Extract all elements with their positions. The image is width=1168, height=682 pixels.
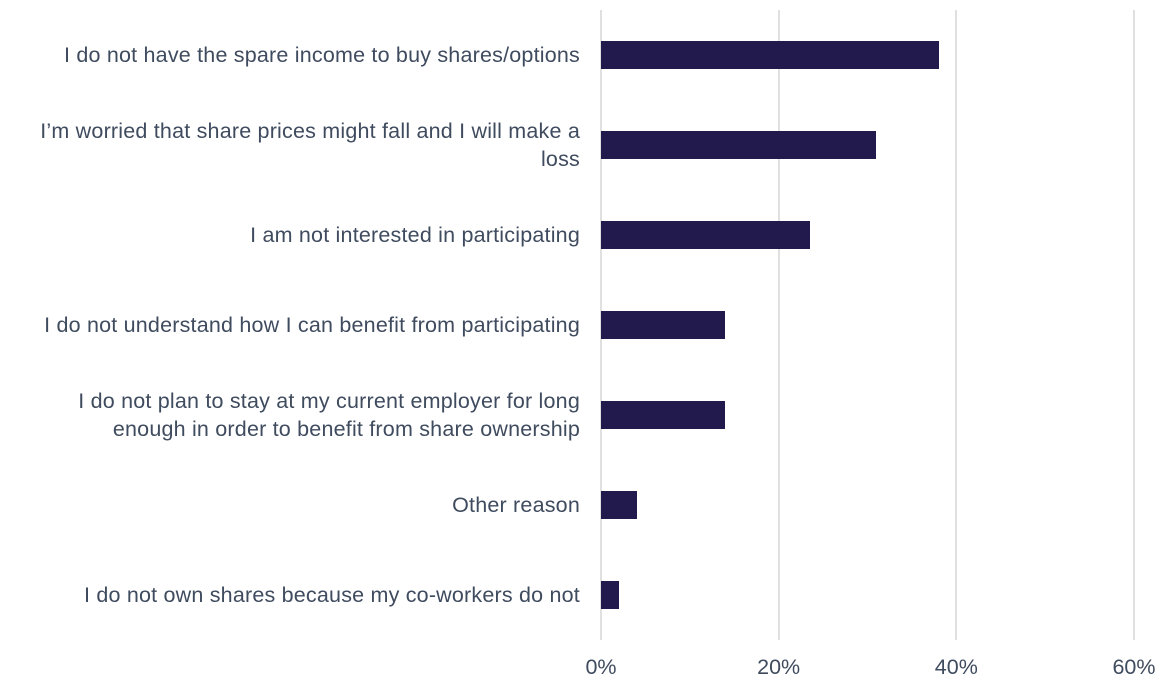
grid-line xyxy=(777,10,780,640)
grid-line xyxy=(1133,10,1135,640)
y-tick-label: I am not interested in participating xyxy=(250,223,580,247)
bar xyxy=(601,311,726,339)
bar xyxy=(601,131,877,159)
bar xyxy=(601,491,637,519)
y-tick-label: I do not own shares because my co-worker… xyxy=(84,583,580,607)
bar xyxy=(601,581,619,609)
bar xyxy=(601,401,726,429)
y-tick-label: Other reason xyxy=(452,493,580,517)
x-tick-label: 40% xyxy=(934,655,978,679)
bar xyxy=(601,221,810,249)
y-tick-label: I do not understand how I can benefit fr… xyxy=(44,313,580,337)
y-tick-label: I do not have the spare income to buy sh… xyxy=(64,43,580,67)
grid-line xyxy=(955,10,958,640)
y-tick-label: I do not plan to stay at my current empl… xyxy=(78,389,580,441)
x-tick-label: 60% xyxy=(1112,655,1156,679)
y-tick-label: I’m worried that share prices might fall… xyxy=(40,119,580,171)
x-tick-label: 0% xyxy=(585,655,617,679)
bar xyxy=(601,41,939,69)
x-tick-label: 20% xyxy=(757,655,801,679)
